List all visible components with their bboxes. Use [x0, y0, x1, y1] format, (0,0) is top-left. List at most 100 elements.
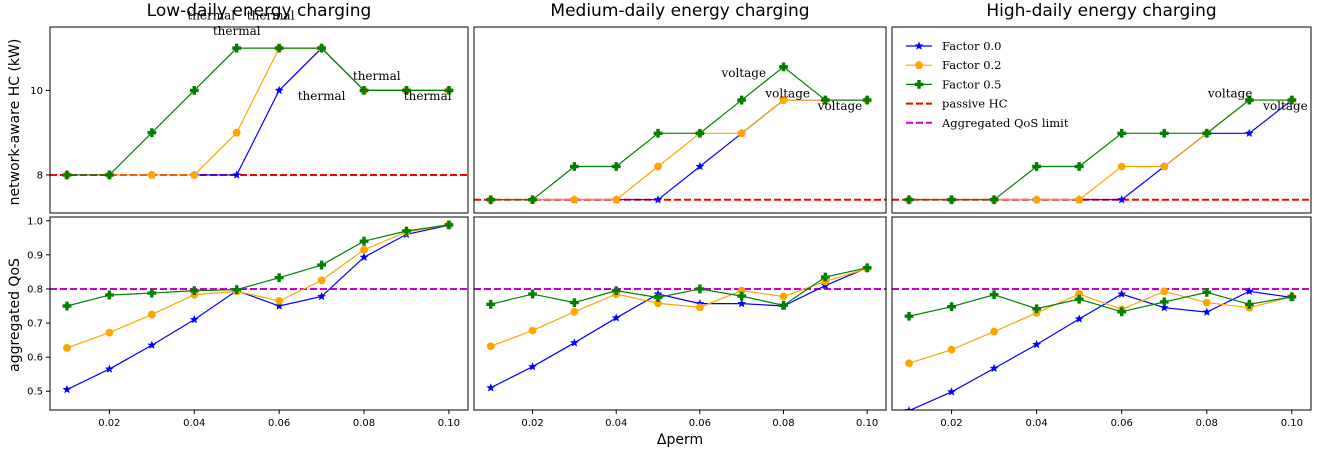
legend-marker	[915, 61, 923, 70]
panel-hc-1: Low-daily energy chargingthermalthermalt…	[30, 1, 469, 214]
legend-entry: Factor 0.2	[906, 58, 1001, 72]
data-point-factor-0-2	[1202, 298, 1211, 307]
legend-marker	[914, 80, 924, 89]
series-line-factor-0-5	[908, 291, 1292, 317]
data-point-factor-0-0	[147, 340, 157, 349]
data-point-factor-0-5	[947, 195, 956, 205]
data-point-factor-0-2	[1075, 195, 1084, 204]
data-point-factor-0-5	[904, 311, 914, 321]
x-tick-label: 0.02	[98, 418, 120, 429]
x-tick-label: 0.10	[1281, 418, 1303, 429]
legend: Factor 0.0 Factor 0.2 Factor 0.5 passive HC…	[906, 39, 1069, 130]
x-tick-label: 0.10	[438, 418, 460, 429]
y-tick-label: 8	[37, 170, 43, 181]
data-point-factor-0-0	[570, 338, 579, 347]
panel-frame	[891, 216, 1312, 411]
chart-title: High-daily energy charging	[986, 1, 1216, 21]
legend-entry: Factor 0.0	[906, 39, 1001, 53]
data-point-factor-0-5	[62, 170, 72, 180]
data-point-factor-0-2	[486, 342, 495, 351]
data-point-factor-0-5	[105, 170, 114, 180]
panel-data	[892, 95, 1311, 205]
data-point-factor-0-5	[359, 86, 369, 95]
panel-qos-3: 0.02 0.04 0.06 0.08 0.10	[891, 216, 1312, 429]
data-point-factor-0-0	[904, 406, 914, 410]
data-point-factor-0-5	[274, 273, 284, 283]
legend-label: passive HC	[942, 97, 1008, 111]
panel-qos-2: 0.02 0.04 0.06 0.08 0.10	[473, 216, 887, 429]
data-point-factor-0-0	[528, 362, 537, 371]
x-tick-label: 0.06	[689, 418, 711, 429]
data-point-factor-0-5	[444, 86, 454, 95]
series-line-factor-0-2	[66, 224, 449, 349]
data-point-factor-0-2	[1160, 162, 1169, 171]
panel-data	[892, 286, 1311, 410]
data-point-factor-0-2	[147, 310, 156, 319]
series-line-factor-0-5	[490, 66, 868, 201]
data-point-factor-0-5	[820, 95, 830, 105]
data-point-factor-0-2	[1117, 162, 1126, 171]
data-point-factor-0-5	[317, 43, 326, 53]
data-point-factor-0-5	[1159, 128, 1169, 138]
x-tick-label: 0.02	[521, 418, 543, 429]
x-tick-label: 0.04	[1025, 418, 1047, 429]
x-tick-label: 0.08	[1196, 418, 1218, 429]
data-point-factor-0-0	[737, 299, 747, 308]
panel-hc-3: High-daily energy charging voltage voltage…	[891, 1, 1312, 214]
data-point-factor-0-5	[737, 291, 747, 301]
data-point-factor-0-0	[1202, 307, 1212, 316]
data-point-factor-0-5	[105, 290, 114, 300]
data-point-factor-0-2	[905, 359, 913, 368]
data-point-factor-0-5	[947, 302, 956, 312]
data-point-factor-0-5	[1117, 128, 1127, 138]
data-point-factor-0-2	[990, 327, 998, 336]
legend-label: Factor 0.0	[942, 39, 1001, 53]
data-point-factor-0-0	[695, 161, 705, 171]
data-point-factor-0-5	[1117, 307, 1127, 317]
data-point-factor-0-5	[779, 62, 788, 72]
data-point-factor-0-2	[317, 276, 326, 285]
legend-entry: Aggregated QoS limit	[906, 116, 1069, 130]
panel-frame	[49, 26, 469, 214]
data-point-factor-0-5	[359, 236, 369, 246]
series-line-factor-0-5	[909, 99, 1292, 201]
data-point-factor-0-5	[820, 272, 830, 282]
data-point-factor-0-5	[62, 301, 72, 311]
panel-data	[474, 263, 886, 392]
data-point-factor-0-5	[189, 86, 199, 95]
x-tick-label: 0.04	[183, 418, 205, 429]
data-point-factor-0-5	[862, 263, 872, 273]
x-tick-label: 0.08	[772, 418, 794, 429]
x-tick-label: 0.02	[940, 418, 962, 429]
data-point-factor-0-0	[486, 383, 496, 392]
x-tick-label: 0.04	[605, 418, 627, 429]
series-line-factor-0-0	[66, 224, 450, 391]
data-point-factor-0-2	[360, 245, 368, 254]
data-point-factor-0-5	[1032, 304, 1042, 314]
data-point-factor-0-2	[275, 296, 284, 305]
annotation-label: voltage	[720, 66, 766, 80]
data-point-factor-0-5	[904, 195, 914, 205]
data-point-factor-0-5	[402, 226, 411, 236]
data-point-factor-0-5	[1159, 297, 1169, 307]
series-line-factor-0-0	[66, 47, 449, 176]
data-point-factor-0-2	[654, 162, 662, 171]
data-point-factor-0-2	[737, 286, 746, 295]
data-point-factor-0-5	[1074, 162, 1084, 171]
legend-marker	[914, 41, 924, 50]
annotation-label: thermal	[298, 89, 346, 103]
series-line-factor-0-5	[490, 267, 868, 306]
data-point-factor-0-0	[274, 85, 284, 95]
data-point-factor-0-5	[611, 162, 621, 171]
data-point-factor-0-0	[359, 252, 369, 261]
annotation-label: voltage	[817, 99, 863, 113]
data-point-factor-0-0	[695, 299, 705, 308]
x-tick-label: 0.08	[353, 418, 375, 429]
legend-entry: Factor 0.5	[906, 77, 1001, 91]
legend-label: Aggregated QoS limit	[941, 116, 1069, 130]
data-point-factor-0-5	[695, 128, 705, 138]
y-tick-label: 10	[30, 86, 43, 97]
data-point-factor-0-2	[232, 128, 241, 137]
y-tick-label: 0.8	[27, 284, 43, 295]
